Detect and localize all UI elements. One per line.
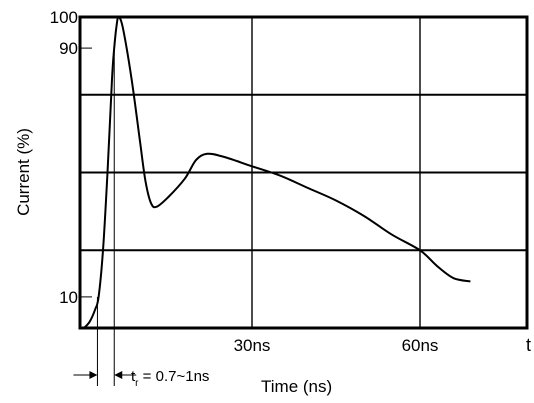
x-tick-label: 30ns bbox=[234, 336, 271, 355]
x-axis-end-label: t bbox=[526, 335, 531, 355]
y-tick-label: 10 bbox=[59, 288, 78, 307]
y-tick-label: 90 bbox=[59, 39, 78, 58]
y-tick-label: 100 bbox=[50, 8, 78, 27]
rise-arrowhead-left bbox=[89, 371, 98, 379]
rise-time-label: tr = 0.7~1ns bbox=[131, 368, 209, 389]
series-line bbox=[83, 16, 471, 329]
x-axis-label: Time (ns) bbox=[261, 377, 332, 396]
y-ticks: 100 90 10 bbox=[50, 8, 92, 307]
grid bbox=[80, 17, 527, 328]
rise-time-annotation: tr = 0.7~1ns bbox=[73, 48, 209, 389]
x-ticks: 30ns 60ns bbox=[234, 336, 439, 355]
y-axis-label: Current (%) bbox=[14, 128, 33, 216]
rise-arrowhead-right bbox=[114, 371, 123, 379]
x-tick-label: 60ns bbox=[402, 336, 439, 355]
